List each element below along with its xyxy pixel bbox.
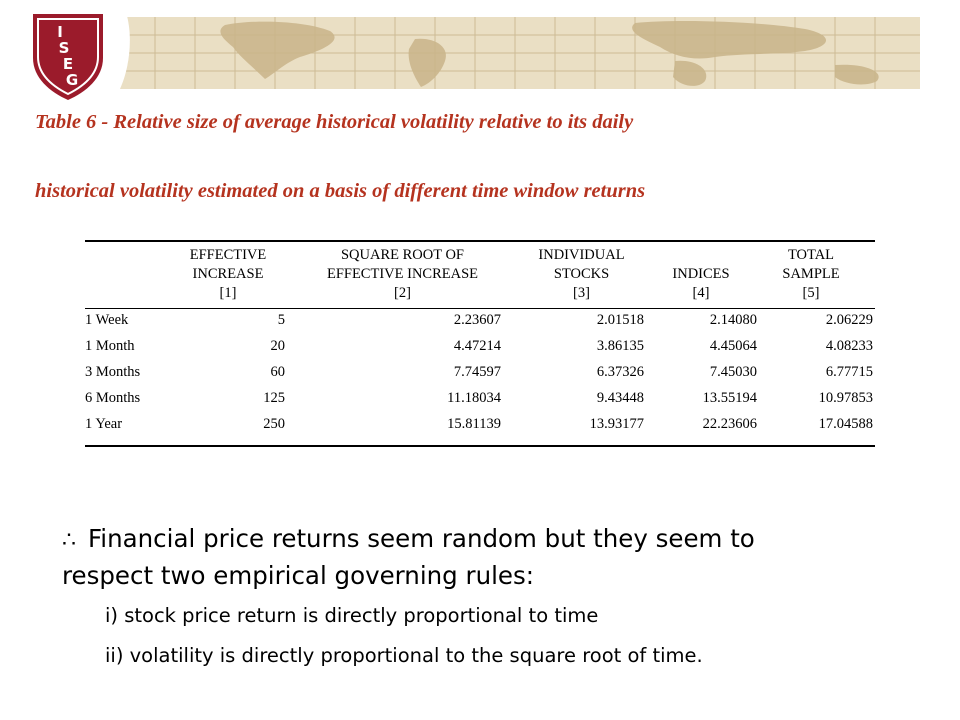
cell-effective-increase: 60 — [270, 364, 286, 380]
cell-square-root: 2.23607 — [453, 312, 501, 328]
svg-text:S: S — [59, 39, 70, 57]
row-label: 1 Month — [85, 338, 135, 354]
cell-effective-increase: 250 — [263, 416, 285, 432]
cell-indices: 7.45030 — [709, 364, 757, 380]
cell-indices: 4.45064 — [709, 338, 757, 354]
table-title-line-1: Table 6 - Relative size of average histo… — [35, 111, 634, 133]
svg-text:E: E — [63, 55, 73, 73]
table-row: 6 Months 125 11.18034 9.43448 13.55194 1… — [85, 390, 875, 414]
column-header-effective-increase: EFFECTIVE INCREASE [1] — [189, 247, 267, 301]
cell-indices: 2.14080 — [709, 312, 757, 328]
column-header-total-sample: TOTAL SAMPLE [5] — [782, 247, 840, 301]
cell-total-sample: 4.08233 — [825, 338, 873, 354]
table-header-rule — [85, 308, 875, 309]
header-banner: I S E G — [0, 0, 960, 112]
table-top-rule — [85, 240, 875, 242]
table-bottom-rule — [85, 445, 875, 447]
cell-total-sample: 2.06229 — [825, 312, 873, 328]
table-title-line-2: historical volatility estimated on a bas… — [35, 180, 646, 202]
svg-text:I: I — [57, 23, 63, 41]
subpoint-2: ii) volatility is directly proportional … — [105, 644, 703, 667]
cell-square-root: 4.47214 — [453, 338, 501, 354]
cell-total-sample: 10.97853 — [818, 390, 873, 406]
iseg-logo: I S E G — [0, 0, 130, 112]
row-label: 3 Months — [85, 364, 141, 380]
bullet-point: ∴ Financial price returns seem random but… — [62, 521, 902, 593]
cell-square-root: 15.81139 — [447, 416, 501, 432]
cell-effective-increase: 20 — [270, 338, 286, 354]
cell-indices: 22.23606 — [702, 416, 757, 432]
cell-individual-stocks: 3.86135 — [596, 338, 644, 354]
world-map-graphic — [115, 17, 920, 89]
subpoint-1: i) stock price return is directly propor… — [105, 604, 599, 627]
bullet-text-line-1: Financial price returns seem random but … — [88, 524, 755, 553]
table-row: 1 Year 250 15.81139 13.93177 22.23606 17… — [85, 416, 875, 440]
cell-individual-stocks: 6.37326 — [596, 364, 644, 380]
cell-individual-stocks: 13.93177 — [589, 416, 644, 432]
table-row: 1 Week 5 2.23607 2.01518 2.14080 2.06229 — [85, 312, 875, 336]
column-header-indices: INDICES [4] — [672, 266, 730, 301]
row-label: 1 Week — [85, 312, 129, 328]
cell-individual-stocks: 2.01518 — [596, 312, 644, 328]
therefore-symbol: ∴ — [62, 528, 76, 553]
table-row: 3 Months 60 7.74597 6.37326 7.45030 6.77… — [85, 364, 875, 388]
cell-total-sample: 17.04588 — [818, 416, 873, 432]
cell-effective-increase: 125 — [263, 390, 285, 406]
table-row: 1 Month 20 4.47214 3.86135 4.45064 4.082… — [85, 338, 875, 362]
row-label: 1 Year — [85, 416, 123, 432]
column-header-square-root: SQUARE ROOT OF EFFECTIVE INCREASE [2] — [326, 247, 479, 301]
column-header-individual-stocks: INDIVIDUAL STOCKS [3] — [538, 247, 625, 301]
cell-square-root: 11.18034 — [447, 390, 501, 406]
cell-square-root: 7.74597 — [453, 364, 501, 380]
cell-indices: 13.55194 — [702, 390, 757, 406]
svg-text:G: G — [66, 71, 78, 89]
row-label: 6 Months — [85, 390, 141, 406]
cell-effective-increase: 5 — [277, 312, 285, 328]
bullet-text-line-2: respect two empirical governing rules: — [62, 561, 534, 590]
cell-individual-stocks: 9.43448 — [596, 390, 644, 406]
cell-total-sample: 6.77715 — [825, 364, 873, 380]
